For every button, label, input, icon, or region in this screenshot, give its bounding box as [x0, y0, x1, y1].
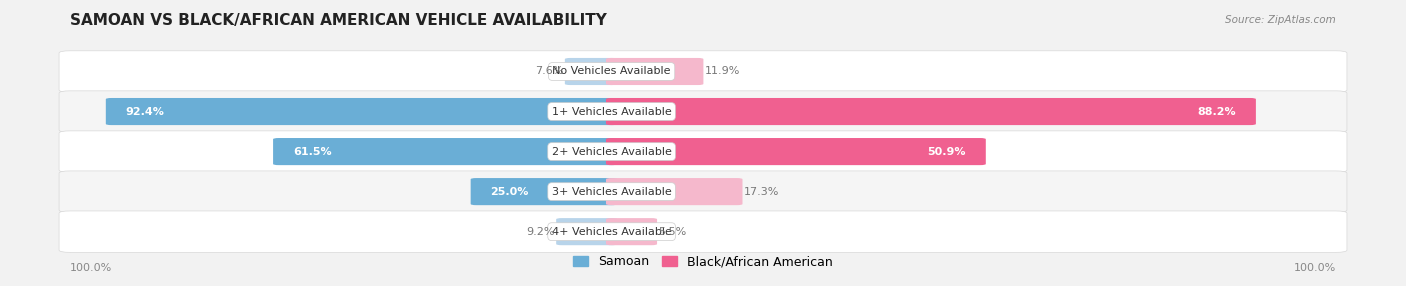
- Text: No Vehicles Available: No Vehicles Available: [553, 67, 671, 76]
- Text: 25.0%: 25.0%: [491, 187, 529, 196]
- Text: 4+ Vehicles Available: 4+ Vehicles Available: [551, 227, 672, 237]
- Text: 2+ Vehicles Available: 2+ Vehicles Available: [551, 147, 672, 156]
- FancyBboxPatch shape: [557, 218, 617, 245]
- Text: 11.9%: 11.9%: [704, 67, 740, 76]
- FancyBboxPatch shape: [59, 51, 1347, 92]
- FancyBboxPatch shape: [105, 98, 617, 125]
- FancyBboxPatch shape: [59, 171, 1347, 212]
- FancyBboxPatch shape: [606, 178, 742, 205]
- Text: 92.4%: 92.4%: [125, 107, 165, 116]
- FancyBboxPatch shape: [565, 58, 617, 85]
- Text: 9.2%: 9.2%: [526, 227, 555, 237]
- FancyBboxPatch shape: [606, 58, 703, 85]
- Text: 50.9%: 50.9%: [928, 147, 966, 156]
- FancyBboxPatch shape: [471, 178, 617, 205]
- FancyBboxPatch shape: [606, 218, 657, 245]
- FancyBboxPatch shape: [606, 98, 1256, 125]
- Legend: Samoan, Black/African American: Samoan, Black/African American: [574, 255, 832, 268]
- FancyBboxPatch shape: [606, 138, 986, 165]
- Text: SAMOAN VS BLACK/AFRICAN AMERICAN VEHICLE AVAILABILITY: SAMOAN VS BLACK/AFRICAN AMERICAN VEHICLE…: [70, 13, 607, 27]
- Text: 61.5%: 61.5%: [292, 147, 332, 156]
- Text: 88.2%: 88.2%: [1198, 107, 1236, 116]
- FancyBboxPatch shape: [59, 211, 1347, 252]
- Text: 1+ Vehicles Available: 1+ Vehicles Available: [551, 107, 672, 116]
- Text: 3+ Vehicles Available: 3+ Vehicles Available: [551, 187, 672, 196]
- FancyBboxPatch shape: [273, 138, 617, 165]
- Text: 7.6%: 7.6%: [536, 67, 564, 76]
- Text: 100.0%: 100.0%: [1294, 263, 1336, 273]
- Text: 5.5%: 5.5%: [658, 227, 686, 237]
- FancyBboxPatch shape: [59, 131, 1347, 172]
- FancyBboxPatch shape: [59, 91, 1347, 132]
- Text: 100.0%: 100.0%: [70, 263, 112, 273]
- Text: Source: ZipAtlas.com: Source: ZipAtlas.com: [1225, 15, 1336, 25]
- Text: 17.3%: 17.3%: [744, 187, 779, 196]
